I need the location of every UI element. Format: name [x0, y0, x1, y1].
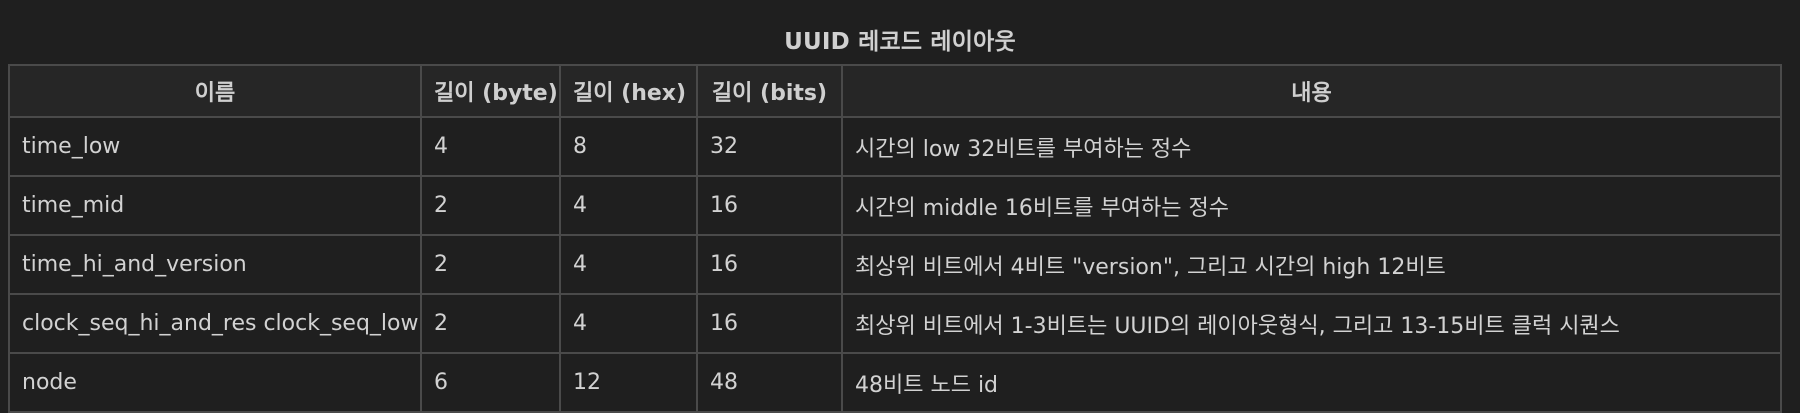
table-row: time_hi_and_version 2 4 16 최상위 비트에서 4비트 … [8, 234, 1782, 295]
cell-length-hex: 4 [559, 175, 698, 236]
cell-content: 최상위 비트에서 1-3비트는 UUID의 레이아웃형식, 그리고 13-15비… [841, 293, 1782, 354]
cell-name: time_hi_and_version [8, 234, 422, 295]
cell-content: 시간의 low 32비트를 부여하는 정수 [841, 116, 1782, 177]
cell-length-bits: 16 [696, 175, 843, 236]
header-length-hex: 길이 (hex) [559, 64, 698, 118]
uuid-layout-table: 이름 길이 (byte) 길이 (hex) 길이 (bits) 내용 time_… [8, 64, 1782, 413]
cell-length-byte: 2 [420, 293, 561, 354]
cell-length-bits: 16 [696, 293, 843, 354]
table-row: time_low 4 8 32 시간의 low 32비트를 부여하는 정수 [8, 116, 1782, 177]
cell-length-hex: 12 [559, 352, 698, 413]
cell-length-bits: 32 [696, 116, 843, 177]
table-header-row: 이름 길이 (byte) 길이 (hex) 길이 (bits) 내용 [8, 64, 1782, 118]
table-row: time_mid 2 4 16 시간의 middle 16비트를 부여하는 정수 [8, 175, 1782, 236]
table-row: clock_seq_hi_and_res clock_seq_low 2 4 1… [8, 293, 1782, 354]
header-content: 내용 [841, 64, 1782, 118]
cell-length-bits: 48 [696, 352, 843, 413]
cell-name: node [8, 352, 422, 413]
cell-length-byte: 2 [420, 175, 561, 236]
cell-content: 최상위 비트에서 4비트 "version", 그리고 시간의 high 12비… [841, 234, 1782, 295]
cell-length-hex: 4 [559, 293, 698, 354]
header-length-bits: 길이 (bits) [696, 64, 843, 118]
header-length-byte: 길이 (byte) [420, 64, 561, 118]
cell-length-hex: 8 [559, 116, 698, 177]
cell-length-byte: 6 [420, 352, 561, 413]
cell-length-hex: 4 [559, 234, 698, 295]
cell-name: clock_seq_hi_and_res clock_seq_low [8, 293, 422, 354]
cell-length-byte: 2 [420, 234, 561, 295]
cell-content: 시간의 middle 16비트를 부여하는 정수 [841, 175, 1782, 236]
cell-name: time_mid [8, 175, 422, 236]
cell-content: 48비트 노드 id [841, 352, 1782, 413]
header-name: 이름 [8, 64, 422, 118]
cell-length-byte: 4 [420, 116, 561, 177]
table-row: node 6 12 48 48비트 노드 id [8, 352, 1782, 413]
cell-name: time_low [8, 116, 422, 177]
table-caption: UUID 레코드 레이아웃 [784, 29, 1016, 55]
cell-length-bits: 16 [696, 234, 843, 295]
